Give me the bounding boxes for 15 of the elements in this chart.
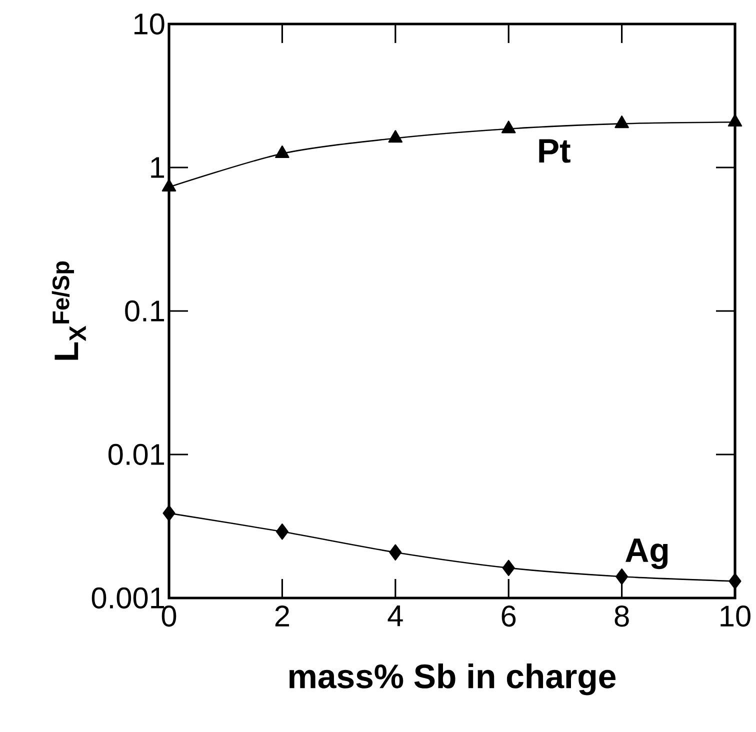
- x-axis-title: mass% Sb in charge: [290, 664, 616, 696]
- y-tick-label: 10: [134, 13, 164, 35]
- x-tick-label: 0: [162, 606, 176, 627]
- x-tick-label: 10: [720, 606, 750, 627]
- x-tick-label: 4: [388, 606, 403, 626]
- x-tick-label: 2: [275, 606, 290, 626]
- x-tick-label: 8: [614, 606, 629, 627]
- y-tick-label: 0.001: [92, 587, 164, 609]
- y-tick-label: 1: [151, 157, 164, 178]
- y-axis-title: L$_{X}$Fe/Sp: [52, 261, 86, 360]
- y-tick-label: 0.1: [125, 300, 164, 322]
- series-label: Pt: [539, 139, 570, 163]
- y-tick-label: 0.01: [108, 444, 164, 466]
- series-label: Ag: [626, 538, 668, 570]
- x-tick-label: 6: [502, 606, 516, 627]
